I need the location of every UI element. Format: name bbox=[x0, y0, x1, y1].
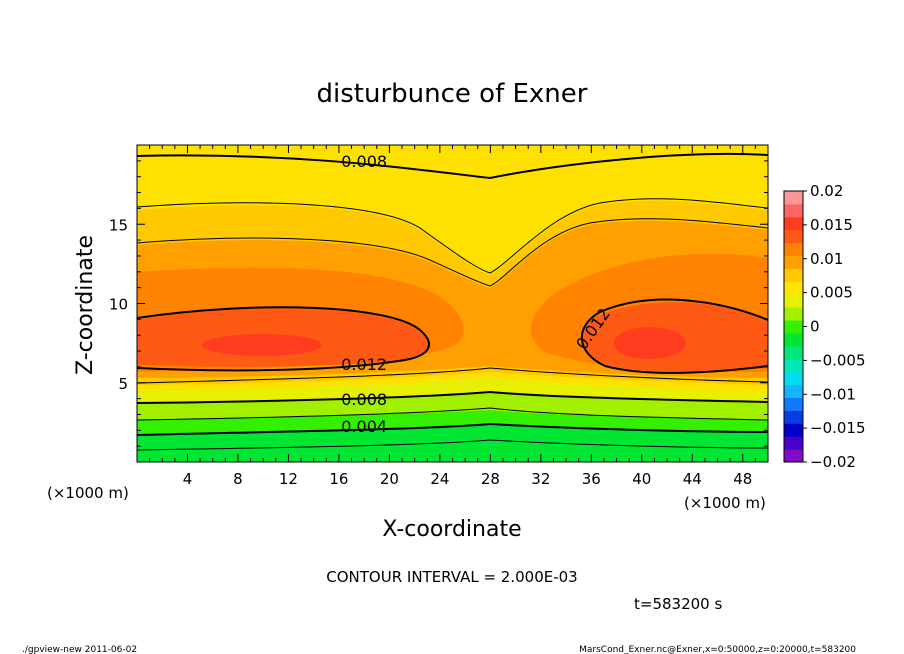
colorbar-label-7: −0.015 bbox=[810, 419, 866, 437]
colorbar-swatch-12 bbox=[784, 294, 803, 308]
x-tick-label-0: 4 bbox=[183, 470, 193, 488]
contour-line-1 bbox=[137, 198, 768, 274]
x-tick-label-5: 24 bbox=[430, 470, 449, 488]
contour-label-3: 0.008 bbox=[341, 390, 387, 409]
colorbar-label-8: −0.02 bbox=[810, 453, 856, 471]
colorbar-swatch-2 bbox=[784, 423, 803, 437]
chart-title: disturbunce of Exner bbox=[317, 79, 588, 109]
contour-label-4: 0.004 bbox=[341, 417, 387, 436]
x-axis-label: X-coordinate bbox=[382, 517, 521, 542]
colorbar-swatch-10 bbox=[784, 320, 803, 334]
contour-label-0: 0.008 bbox=[341, 152, 387, 171]
contour-line-5 bbox=[137, 367, 768, 384]
x-tick-label-9: 40 bbox=[632, 470, 651, 488]
footer-left: ./gpview-new 2011-06-02 bbox=[22, 645, 137, 654]
colorbar-swatch-15 bbox=[784, 255, 803, 269]
y-tick-label-0: 5 bbox=[118, 375, 128, 393]
level-fill-3 bbox=[137, 378, 768, 402]
colorbar-label-0: 0.02 bbox=[810, 182, 843, 200]
time-label: t=583200 s bbox=[634, 595, 722, 613]
x-unit-right: (×1000 m) bbox=[684, 494, 766, 512]
x-unit-left: (×1000 m) bbox=[47, 484, 129, 502]
colorbar-label-5: −0.005 bbox=[810, 351, 866, 369]
x-tick-label-7: 32 bbox=[531, 470, 550, 488]
colorbar-swatch-9 bbox=[784, 332, 803, 347]
x-tick-label-1: 8 bbox=[233, 470, 243, 488]
contour-line-7 bbox=[137, 407, 768, 421]
x-tick-label-3: 16 bbox=[329, 470, 348, 488]
colorbar-swatch-13 bbox=[784, 281, 803, 295]
colorbar-label-4: 0 bbox=[810, 318, 820, 336]
colorbar-swatch-11 bbox=[784, 307, 803, 321]
x-tick-label-6: 28 bbox=[481, 470, 500, 488]
x-tick-label-8: 36 bbox=[582, 470, 601, 488]
contour-line-0 bbox=[137, 152, 768, 180]
colorbar-swatch-4 bbox=[784, 397, 803, 411]
y-axis-label: Z-coordinate bbox=[73, 235, 98, 375]
colorbar-swatch-20 bbox=[784, 191, 803, 205]
contour-line-6 bbox=[137, 390, 768, 404]
contour-line-2 bbox=[137, 218, 768, 287]
colorbar-swatch-0 bbox=[784, 449, 803, 463]
colorbar-swatch-6 bbox=[784, 371, 803, 386]
colorbar-swatch-14 bbox=[784, 268, 803, 282]
x-tick-label-2: 12 bbox=[279, 470, 298, 488]
colorbar-swatch-7 bbox=[784, 358, 803, 373]
colorbar-label-2: 0.01 bbox=[810, 250, 843, 268]
contour-line-4 bbox=[580, 298, 768, 374]
contour-line-9 bbox=[137, 439, 768, 451]
colorbar: 0.02 0.015 0.01 0.005 0 −0.005 −0.01 −0.015 −0.0… bbox=[783, 182, 866, 471]
colorbar-swatch-17 bbox=[784, 229, 803, 244]
footer-right: MarsCond_Exner.nc@Exner,x=0:50000,z=0:20… bbox=[579, 645, 856, 654]
x-tick-label-11: 48 bbox=[733, 470, 752, 488]
contour-line-3 bbox=[137, 306, 430, 372]
colorbar-swatch-19 bbox=[784, 203, 803, 218]
colorbar-label-1: 0.015 bbox=[810, 216, 853, 234]
colorbar-swatch-5 bbox=[784, 384, 803, 398]
colorbar-swatch-8 bbox=[784, 345, 803, 360]
colorbar-swatch-16 bbox=[784, 242, 803, 257]
colorbar-swatch-3 bbox=[784, 410, 803, 424]
level-fill-2 bbox=[137, 392, 768, 420]
contour-label-1: 0.012 bbox=[341, 355, 387, 374]
colorbar-label-3: 0.005 bbox=[810, 284, 853, 302]
colorbar-swatch-18 bbox=[784, 216, 803, 231]
y-tick-label-2: 15 bbox=[109, 216, 128, 234]
x-tick-label-4: 20 bbox=[380, 470, 399, 488]
contour-line-8 bbox=[137, 422, 768, 436]
level-fill-11 bbox=[202, 334, 322, 356]
plot-area bbox=[137, 145, 768, 462]
y-tick-label-1: 10 bbox=[109, 296, 128, 314]
level-fill-12 bbox=[614, 327, 686, 359]
colorbar-swatch-1 bbox=[784, 436, 803, 450]
colorbar-label-6: −0.01 bbox=[810, 385, 856, 403]
x-tick-label-10: 44 bbox=[683, 470, 702, 488]
contour-interval-label: CONTOUR INTERVAL = 2.000E-03 bbox=[326, 568, 577, 586]
level-fill-0 bbox=[137, 424, 768, 462]
